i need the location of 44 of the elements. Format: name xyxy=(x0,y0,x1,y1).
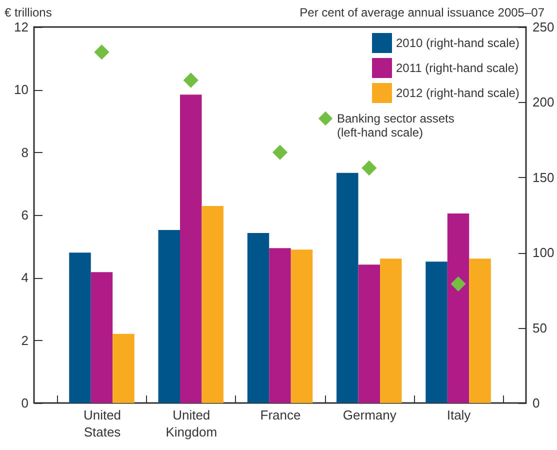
bar xyxy=(290,250,313,403)
point xyxy=(362,160,377,176)
bar xyxy=(380,258,402,403)
legend-label: 2012 (right-hand scale) xyxy=(396,86,520,100)
y-tick-label: 10 xyxy=(14,82,28,98)
y2-tick-label: 100 xyxy=(532,245,554,260)
x-tick-label: Germany xyxy=(342,408,397,422)
y-tick-label: 6 xyxy=(21,208,28,222)
bar xyxy=(158,230,180,403)
legend-label: Banking sector assets (left-hand scale) xyxy=(337,112,454,140)
legend-label: 2010 (right-hand scale) xyxy=(396,36,520,50)
bar xyxy=(447,213,470,403)
x-tick-label: United Kingdom xyxy=(166,408,218,440)
bar xyxy=(358,264,380,403)
point xyxy=(94,44,110,60)
y-tick-label: 8 xyxy=(21,144,28,160)
bar xyxy=(469,258,491,403)
y-tick-label: 2 xyxy=(21,332,28,348)
y-axis-title: € trillions xyxy=(4,6,52,20)
bar xyxy=(202,206,224,403)
bar xyxy=(180,94,202,403)
point xyxy=(272,144,288,160)
x-tick-label: Italy xyxy=(446,408,472,422)
bar xyxy=(336,172,358,403)
bar xyxy=(112,334,134,403)
point xyxy=(450,276,466,292)
y-tick-label: 12 xyxy=(14,20,28,34)
bar xyxy=(247,233,270,403)
y2-tick-label: 250 xyxy=(532,20,554,34)
bar xyxy=(269,248,291,403)
y-tick-label: 4 xyxy=(21,270,28,286)
y2-tick-label: 150 xyxy=(532,170,554,185)
y-tick-label: 0 xyxy=(21,396,28,410)
legend-label: 2011 (right-hand scale) xyxy=(396,61,519,75)
bar xyxy=(69,252,91,403)
y2-tick-label: 0 xyxy=(532,396,540,410)
y2-axis-title: Per cent of average annual issuance 2005–07 xyxy=(300,6,545,20)
point xyxy=(183,72,198,88)
bar xyxy=(90,272,113,403)
bar xyxy=(426,262,448,403)
y2-tick-label: 50 xyxy=(532,320,547,336)
x-tick-label: United States xyxy=(83,408,122,440)
y2-tick-label: 200 xyxy=(532,94,554,110)
x-tick-label: France xyxy=(260,408,301,422)
